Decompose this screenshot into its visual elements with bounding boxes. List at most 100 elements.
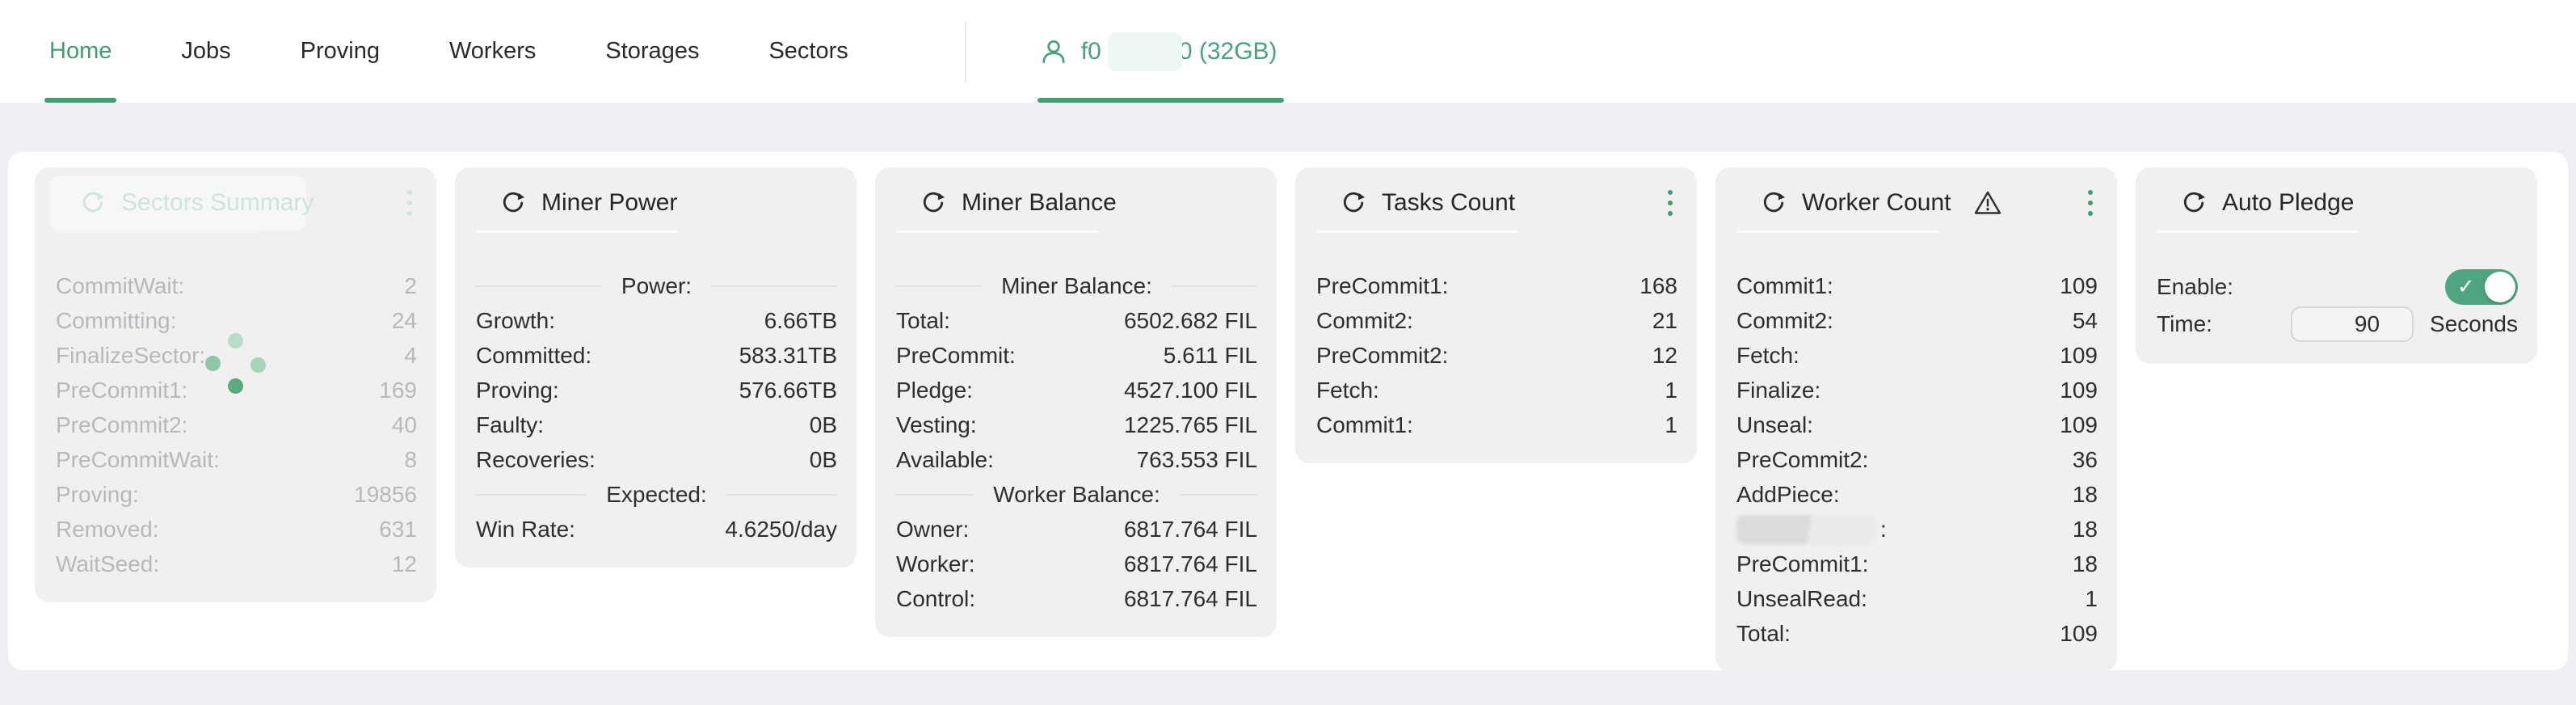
section-divider: Worker Balance: (896, 477, 1257, 512)
more-icon[interactable] (1663, 187, 1677, 219)
stat-value: 763.553 FIL (1136, 446, 1257, 472)
header-divider (896, 230, 1099, 233)
card-title: Sectors Summary (121, 189, 314, 216)
stat-row-worker: Worker: 6817.764 FIL (896, 547, 1257, 581)
stat-row-unseal: Unseal: 109 (1736, 407, 2098, 442)
stat-row-finalize: Finalize: 109 (1736, 373, 2098, 407)
stat-row-recoveries: Recoveries: 0B (476, 442, 837, 477)
auto-pledge-toggle[interactable]: ✓ (2445, 269, 2518, 305)
nav-tab-label: Workers (448, 38, 537, 64)
card-worker-count: Worker Count Commit1: 109 Commit2: 54 Fetch: 1… (1715, 167, 2117, 672)
redaction-overlay (1107, 32, 1182, 71)
card-rows: Power: Growth: 6.66TB Committed: 583.31TB Pro… (476, 268, 837, 547)
nav-tab-label: Proving (300, 38, 380, 64)
stat-label: PreCommit1: (1736, 551, 1869, 576)
stat-label: Win Rate: (476, 516, 575, 542)
stat-row-precommit: PreCommit: 5.611 FIL (896, 338, 1257, 373)
stat-value: 12 (1652, 342, 1677, 368)
stat-row-total: Total: 6502.682 FIL (896, 303, 1257, 338)
card-tasks-count: Tasks Count PreCommit1: 168 Commit2: 21 PreCo… (1295, 167, 1697, 463)
refresh-icon[interactable] (1760, 189, 1787, 217)
stat-label: Commit2: (1736, 307, 1833, 333)
card-header: Auto Pledge (2157, 184, 2518, 222)
stat-value: 2 (404, 272, 417, 298)
stat-row-redacted: : 18 (1736, 512, 2098, 547)
stat-label: PreCommit2: (1316, 342, 1449, 368)
stat-row-committing: Committing: 24 (56, 303, 417, 338)
stat-value: 6817.764 FIL (1123, 585, 1257, 611)
stat-label: Fetch: (1316, 377, 1379, 403)
stat-value: 0B (809, 446, 837, 472)
more-dot (407, 211, 412, 216)
divider-line (711, 285, 837, 287)
stat-label: Committed: (476, 342, 592, 368)
card-auto-pledge: Auto Pledge Enable: ✓ Time: Seconds (2136, 167, 2537, 364)
stat-label: : (1880, 516, 1887, 542)
stat-value: 1 (2085, 585, 2098, 611)
more-dot (1668, 201, 1673, 205)
refresh-icon[interactable] (920, 189, 947, 217)
stat-value: 18 (2072, 551, 2098, 576)
refresh-icon[interactable] (2180, 189, 2208, 217)
nav-tab-workers[interactable]: Workers (449, 0, 536, 103)
nav-tab-label: Storages (605, 38, 700, 64)
header-divider (1736, 230, 1939, 233)
page: Home Jobs Proving Workers Storages Sectors f0… (0, 0, 2576, 672)
stat-label: Owner: (896, 516, 970, 542)
miner-id-suffix: 0 (32GB) (1178, 37, 1277, 65)
nav-tab-jobs[interactable]: Jobs (181, 0, 230, 103)
input-unit-label: Seconds (2430, 311, 2518, 336)
stat-row-owner: Owner: 6817.764 FIL (896, 512, 1257, 547)
nav-tab-home[interactable]: Home (44, 0, 117, 103)
more-dot (2088, 201, 2093, 205)
person-icon (1042, 40, 1065, 63)
nav-tab-storages[interactable]: Storages (605, 0, 699, 103)
divider-line (476, 493, 587, 496)
warning-icon[interactable] (1974, 190, 2001, 216)
stat-label: Total: (1736, 620, 1791, 646)
spinner-dot (227, 333, 243, 348)
stat-value: 24 (391, 307, 417, 333)
stat-row-control: Control: 6817.764 FIL (896, 581, 1257, 616)
divider-line (1179, 493, 1257, 496)
nav-tab-sectors[interactable]: Sectors (768, 0, 848, 103)
refresh-icon[interactable] (499, 189, 527, 217)
card-miner-balance: Miner Balance Miner Balance: Total: 6502.68… (875, 167, 1277, 637)
more-dot (2088, 190, 2093, 195)
more-icon[interactable] (402, 187, 417, 219)
stat-value: 6817.764 FIL (1123, 516, 1257, 542)
header-divider (56, 230, 259, 233)
more-icon[interactable] (2083, 187, 2098, 219)
stat-value: 109 (2060, 412, 2098, 437)
stat-value: 6817.764 FIL (1123, 551, 1257, 576)
stat-value: 583.31TB (739, 342, 837, 368)
stat-row-commit2: Commit2: 54 (1736, 303, 2098, 338)
stat-row-finalizesector: FinalizeSector: 4 (56, 338, 417, 373)
card-header: Sectors Summary (56, 184, 417, 222)
stat-label: PreCommit2: (56, 412, 188, 437)
stat-row-precommit1: PreCommit1: 169 (56, 373, 417, 407)
stat-value: 1 (1665, 377, 1677, 403)
card-title: Worker Count (1802, 189, 1951, 216)
miner-tab[interactable]: f0 0 (32GB) (1037, 0, 1284, 103)
stat-label: Committing: (56, 307, 177, 333)
time-input[interactable] (2291, 306, 2414, 342)
header-divider (2157, 230, 2359, 233)
redaction-blur (1736, 514, 1875, 544)
refresh-icon[interactable] (79, 189, 107, 217)
card-rows: Enable: ✓ Time: Seconds (2157, 268, 2518, 343)
stat-row-win-rate: Win Rate: 4.6250/day (476, 512, 837, 547)
toggle-knob (2485, 272, 2515, 302)
cards-row: Sectors Summary CommitWait: 2 Committing: 24… (35, 167, 2568, 672)
stat-label: PreCommit2: (1736, 446, 1869, 472)
stat-label: Worker: (896, 551, 975, 576)
stat-label: FinalizeSector: (56, 342, 206, 368)
more-dot (1668, 211, 1673, 216)
nav-tab-proving[interactable]: Proving (301, 0, 380, 103)
more-dot (407, 201, 412, 205)
stat-value: 6.66TB (764, 307, 837, 333)
refresh-icon[interactable] (1340, 189, 1367, 217)
card-rows: Commit1: 109 Commit2: 54 Fetch: 109 Finalize: 1… (1736, 268, 2098, 651)
stat-label: Finalize: (1736, 377, 1821, 403)
stat-row-precommit2: PreCommit2: 36 (1736, 442, 2098, 477)
